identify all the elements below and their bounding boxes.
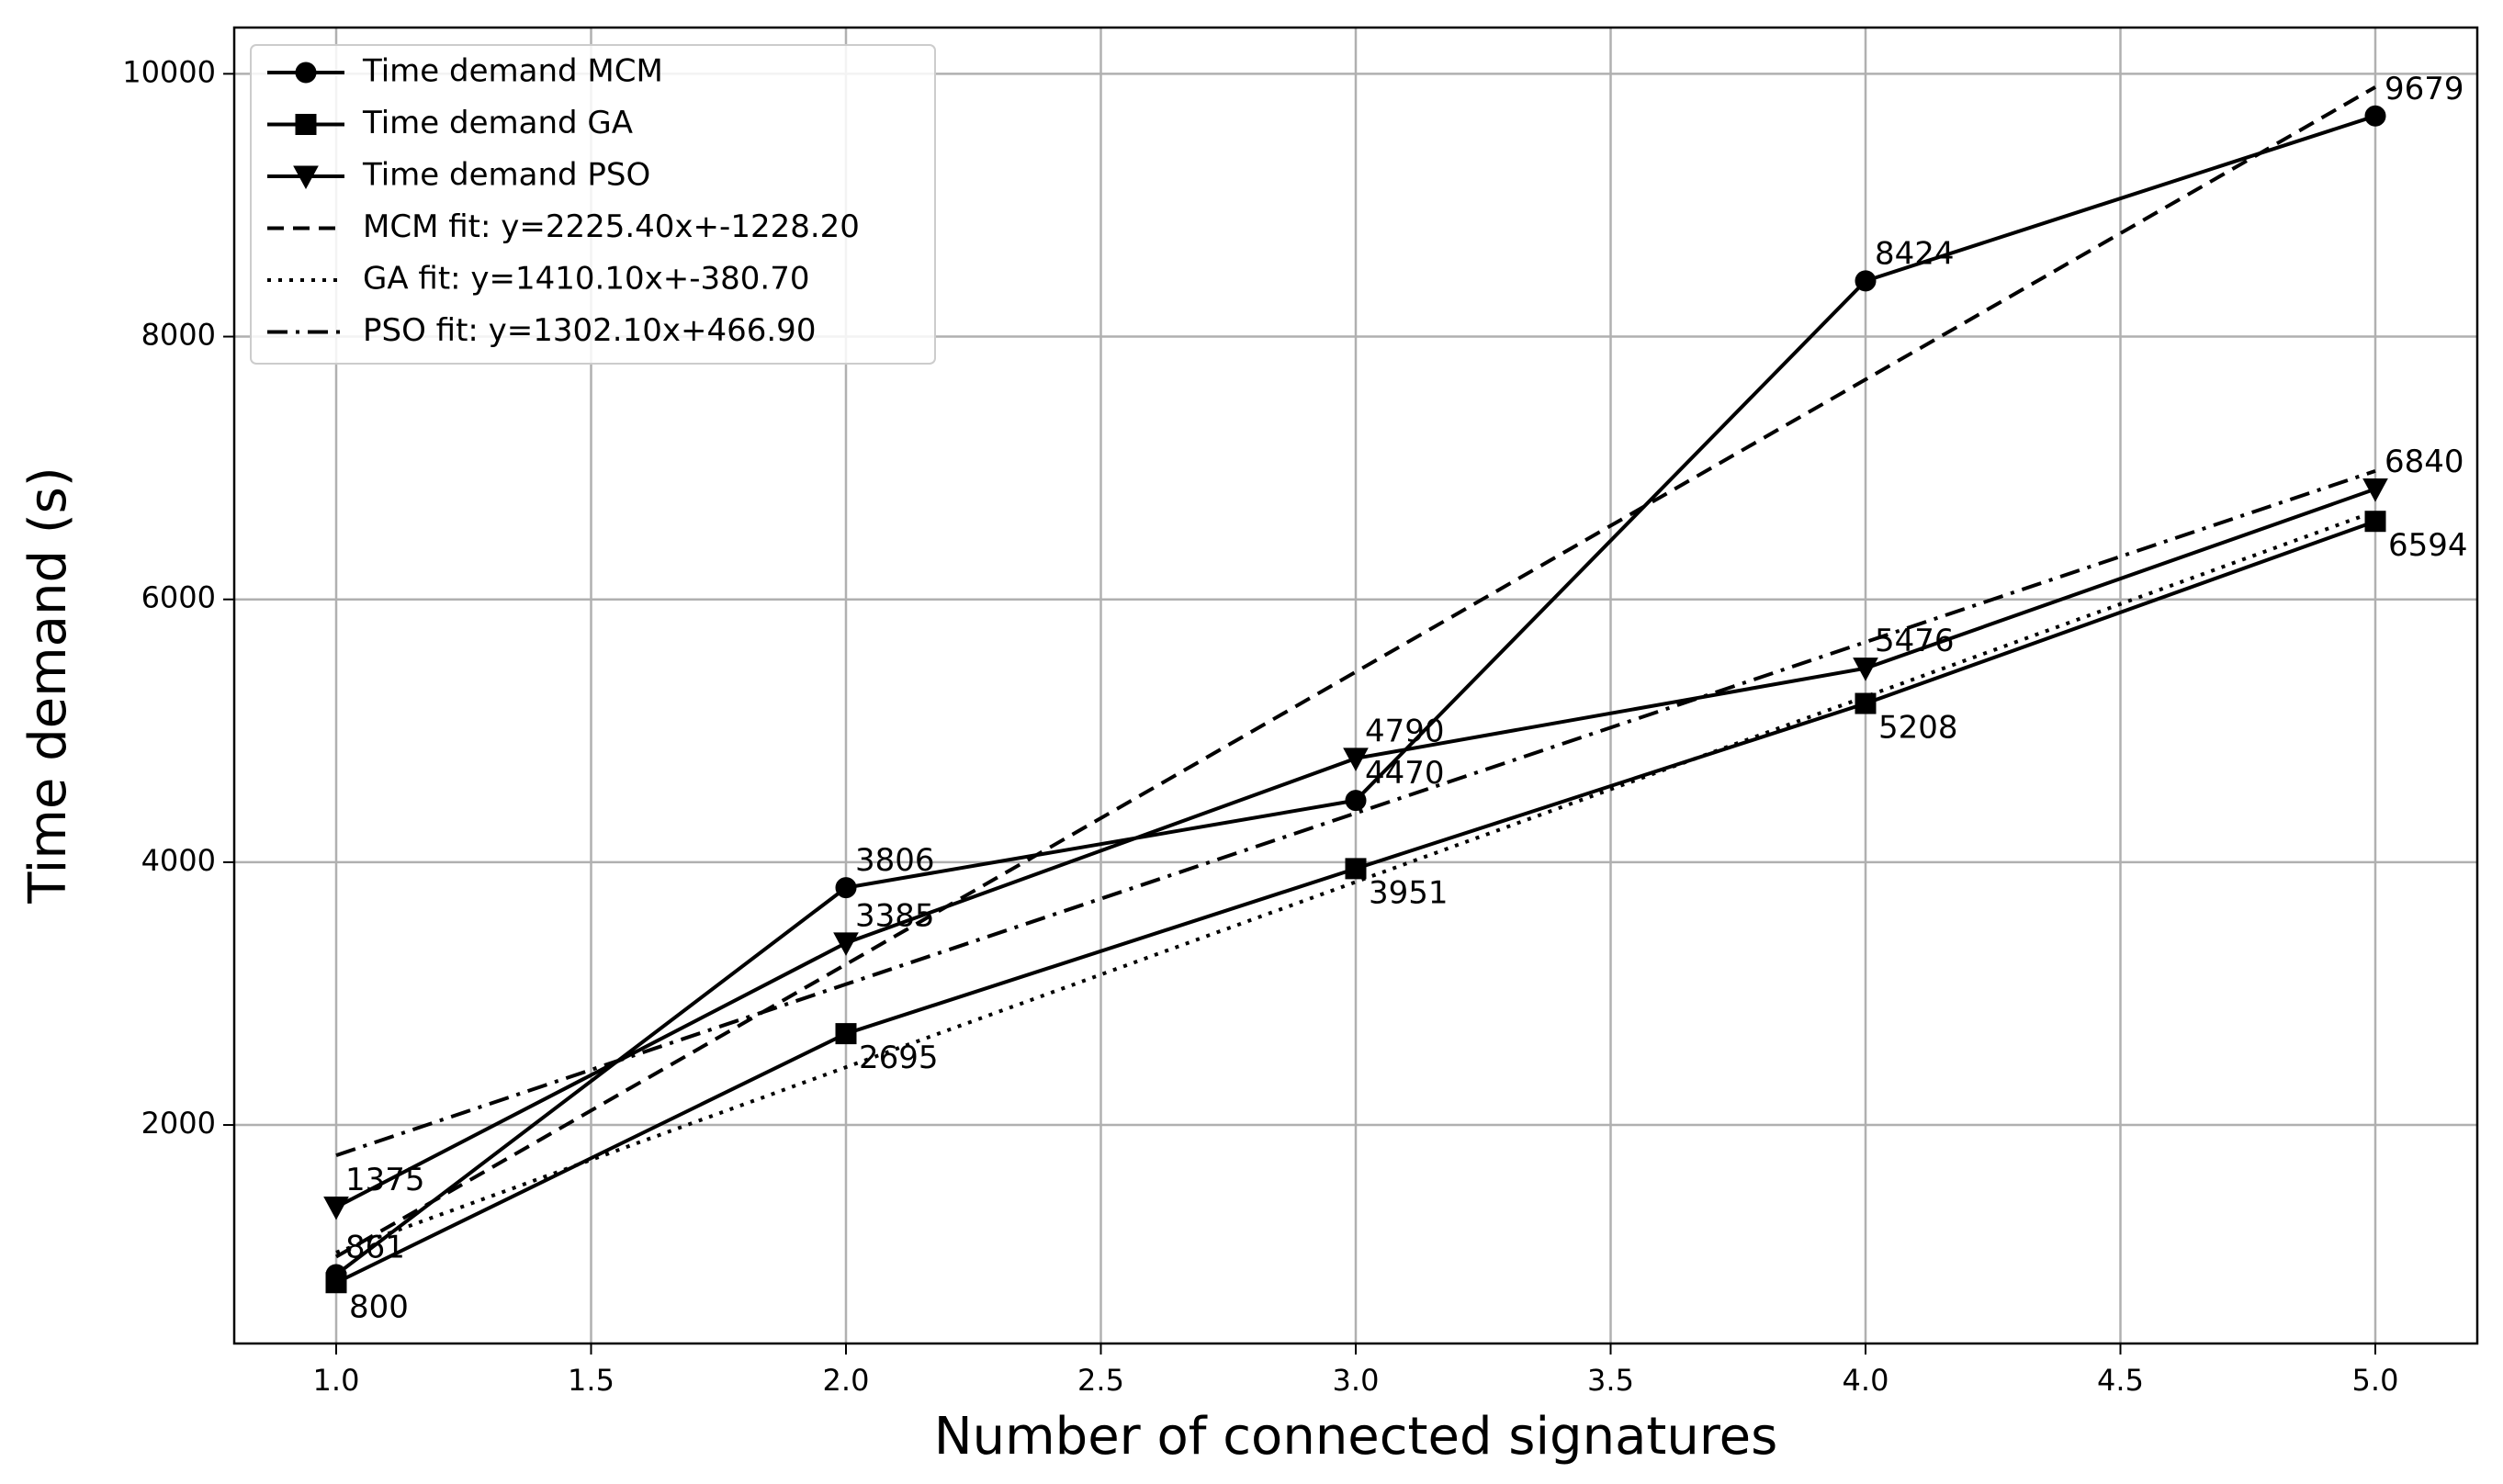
legend-label: GA fit: y=1410.10x+-380.70	[363, 261, 809, 298]
x-tick-label: 1.5	[568, 1363, 614, 1398]
marker	[1855, 270, 1877, 292]
y-tick-label: 10000	[122, 54, 216, 89]
marker	[325, 1272, 347, 1294]
x-tick-label: 4.0	[1843, 1363, 1889, 1398]
marker	[295, 114, 317, 135]
x-axis-label: Number of connected signatures	[934, 1407, 1778, 1467]
data-label: 6840	[2385, 444, 2464, 480]
data-label: 4790	[1365, 713, 1445, 749]
series-line	[335, 85, 2376, 1259]
x-tick-label: 1.0	[313, 1363, 360, 1398]
data-label: 5208	[1878, 710, 1958, 747]
data-label: 9679	[2385, 71, 2464, 107]
y-tick-label: 6000	[141, 580, 216, 615]
marker	[2364, 511, 2386, 533]
legend-label: Time demand MCM	[362, 53, 663, 90]
marker	[1345, 858, 1367, 880]
marker	[1343, 748, 1369, 771]
data-label: 2695	[859, 1040, 939, 1076]
marker	[293, 165, 319, 190]
data-label: 3385	[855, 897, 935, 934]
marker	[323, 1196, 349, 1220]
data-label: 800	[349, 1288, 409, 1325]
data-label: 3806	[855, 842, 935, 879]
y-tick-label: 2000	[141, 1106, 216, 1141]
legend-label: Time demand GA	[362, 105, 633, 141]
plot-frame	[232, 26, 2479, 1345]
data-label: 5476	[1875, 623, 1955, 659]
x-tick-label: 4.5	[2097, 1363, 2144, 1398]
series-line	[335, 509, 2376, 1254]
series-line	[335, 468, 2376, 1157]
x-tick-label: 3.5	[1587, 1363, 1634, 1398]
marker	[2364, 105, 2386, 127]
data-label: 3951	[1369, 874, 1449, 911]
x-tick-label: 2.0	[823, 1363, 870, 1398]
marker	[1855, 692, 1877, 714]
marker	[1345, 790, 1367, 812]
legend: Time demand MCM Time demand GA Time demand…	[250, 44, 936, 365]
x-tick-label: 5.0	[2352, 1363, 2399, 1398]
data-label: 8424	[1875, 235, 1955, 272]
legend-label: Time demand PSO	[362, 157, 650, 194]
data-label: 6594	[2388, 527, 2468, 564]
marker	[835, 1023, 857, 1045]
marker	[835, 877, 857, 899]
data-label: 861	[345, 1230, 405, 1266]
legend-label: PSO fit: y=1302.10x+466.90	[363, 312, 816, 349]
y-tick-label: 8000	[141, 318, 216, 353]
legend-label: MCM fit: y=2225.40x+-1228.20	[363, 208, 860, 245]
y-axis-label: Time demand (s)	[18, 467, 78, 904]
data-label: 4470	[1365, 755, 1445, 792]
legend-box	[250, 44, 936, 365]
x-tick-label: 3.0	[1333, 1363, 1380, 1398]
marker	[2362, 478, 2388, 502]
x-tick-label: 2.5	[1077, 1363, 1124, 1398]
y-tick-label: 4000	[141, 843, 216, 878]
marker	[1853, 658, 1878, 681]
marker	[833, 932, 859, 956]
data-label: 1375	[345, 1162, 425, 1198]
marker	[295, 62, 317, 84]
